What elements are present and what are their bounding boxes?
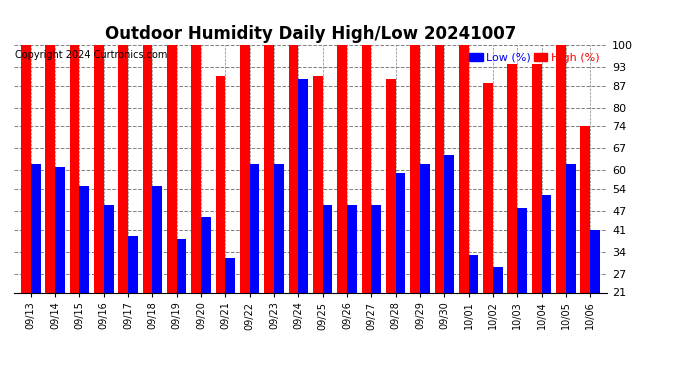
Bar	[386, 80, 395, 358]
Bar	[532, 64, 542, 358]
Text: Copyright 2024 Curtronics.com: Copyright 2024 Curtronics.com	[15, 50, 168, 60]
Bar	[31, 164, 41, 358]
Bar	[483, 82, 493, 358]
Bar	[444, 154, 454, 358]
Bar	[590, 230, 600, 358]
Bar	[420, 164, 430, 358]
Bar	[226, 258, 235, 358]
Bar	[323, 205, 333, 358]
Bar	[191, 45, 201, 358]
Bar	[119, 45, 128, 358]
Bar	[288, 45, 298, 358]
Bar	[507, 64, 518, 358]
Bar	[371, 205, 381, 358]
Bar	[264, 45, 274, 358]
Bar	[411, 45, 420, 358]
Bar	[201, 217, 210, 358]
Bar	[580, 126, 590, 358]
Bar	[152, 186, 162, 358]
Bar	[167, 45, 177, 358]
Bar	[94, 45, 104, 358]
Legend: Low (%), High (%): Low (%), High (%)	[467, 51, 602, 65]
Bar	[298, 80, 308, 358]
Bar	[395, 174, 405, 358]
Bar	[240, 45, 250, 358]
Bar	[362, 45, 371, 358]
Bar	[459, 45, 469, 358]
Bar	[347, 205, 357, 358]
Bar	[337, 45, 347, 358]
Bar	[493, 267, 502, 358]
Bar	[556, 45, 566, 358]
Bar	[469, 255, 478, 358]
Bar	[79, 186, 89, 358]
Bar	[128, 236, 138, 358]
Bar	[518, 208, 527, 358]
Bar	[104, 205, 114, 358]
Bar	[250, 164, 259, 358]
Title: Outdoor Humidity Daily High/Low 20241007: Outdoor Humidity Daily High/Low 20241007	[105, 26, 516, 44]
Bar	[70, 45, 79, 358]
Bar	[435, 45, 444, 358]
Bar	[313, 76, 323, 358]
Bar	[216, 76, 226, 358]
Bar	[143, 45, 152, 358]
Bar	[46, 45, 55, 358]
Bar	[55, 167, 65, 358]
Bar	[566, 164, 575, 358]
Bar	[542, 195, 551, 358]
Bar	[274, 164, 284, 358]
Bar	[177, 239, 186, 358]
Bar	[21, 45, 31, 358]
